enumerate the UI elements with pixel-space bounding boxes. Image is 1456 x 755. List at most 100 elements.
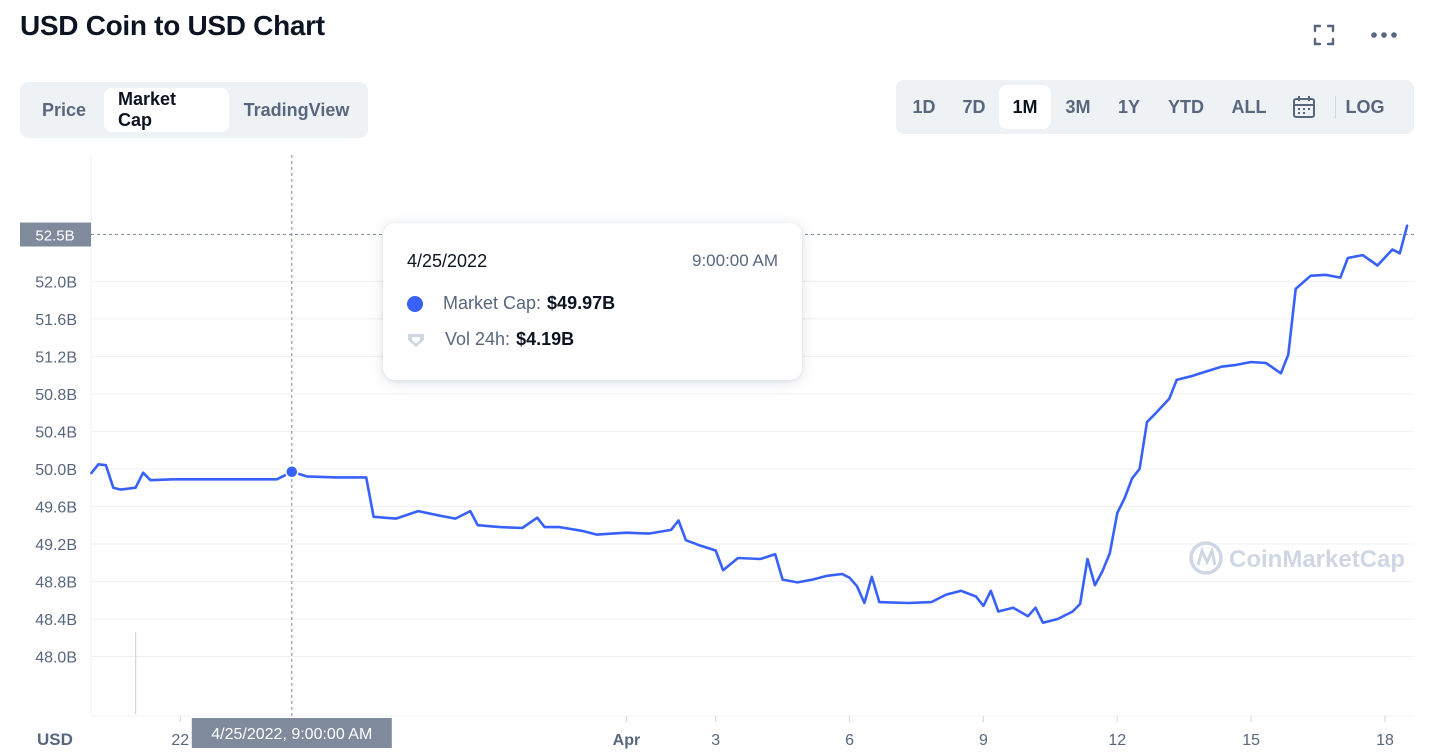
watermark-text: CoinMarketCap: [1229, 546, 1405, 573]
data-point: [476, 524, 479, 527]
x-tick-label: 9: [979, 732, 988, 749]
current-value-label: 52.5B: [35, 228, 74, 245]
x-tick-label: 6: [845, 732, 854, 749]
data-point: [1138, 468, 1141, 470]
data-point: [908, 602, 910, 604]
market-cap-series-line: [89, 224, 1409, 625]
data-point: [372, 515, 375, 518]
data-point: [97, 463, 100, 466]
data-point: [1042, 621, 1044, 624]
data-point: [848, 576, 851, 579]
data-point: [134, 486, 137, 489]
data-point: [625, 531, 628, 534]
data-point: [1324, 274, 1327, 276]
y-tick-label: 48.4B: [35, 612, 77, 629]
chart-tooltip: 4/25/2022 9:00:00 AM Market Cap: $49.97B…: [383, 223, 802, 380]
data-point: [112, 486, 115, 489]
coinmarketcap-watermark: CoinMarketCap: [1189, 541, 1405, 575]
data-point: [1034, 606, 1037, 609]
log-scale-toggle[interactable]: LOG: [1345, 96, 1385, 117]
data-point: [1235, 364, 1238, 366]
tooltip-volume-label: Vol 24h:: [445, 329, 511, 349]
data-point: [499, 526, 501, 528]
data-point: [1294, 288, 1297, 290]
data-point: [395, 517, 397, 520]
y-tick-label: 48.8B: [35, 574, 77, 591]
data-point: [469, 510, 472, 512]
coinmarketcap-logo-icon: [1189, 541, 1223, 575]
data-point: [714, 549, 717, 552]
data-point: [454, 517, 457, 520]
page-title: USD Coin to USD Chart: [20, 10, 325, 41]
y-tick-label: 51.6B: [35, 312, 77, 329]
data-point: [201, 478, 204, 481]
tooltip-market-cap-value: $49.97B: [547, 293, 616, 313]
data-point: [960, 590, 962, 592]
data-point: [1265, 362, 1267, 364]
data-point: [1123, 497, 1126, 499]
data-point: [1101, 570, 1104, 572]
data-point: [826, 575, 829, 577]
y-tick-label: 51.2B: [35, 349, 77, 366]
tab-market-cap[interactable]: Market Cap: [104, 88, 229, 132]
x-tick-label: 18: [1376, 732, 1394, 749]
data-point: [1094, 584, 1096, 587]
more-horizontal-icon[interactable]: [1369, 20, 1399, 50]
data-point: [774, 553, 776, 556]
range-1d[interactable]: 1D: [912, 96, 936, 117]
data-point: [647, 532, 650, 535]
data-point: [1153, 413, 1156, 416]
data-point: [1287, 353, 1290, 356]
data-point: [1220, 365, 1223, 368]
data-point: [558, 526, 561, 528]
data-point: [276, 478, 278, 481]
volume-shield-icon: [408, 333, 424, 347]
data-point: [1250, 361, 1252, 363]
data-point: [521, 527, 524, 529]
range-3m[interactable]: 3M: [1065, 96, 1091, 117]
y-tick-label: 50.8B: [35, 387, 77, 404]
data-point: [685, 539, 687, 542]
data-point: [1146, 421, 1148, 423]
data-point: [1361, 254, 1364, 256]
data-point: [536, 516, 538, 519]
tooltip-volume-value: $4.19B: [516, 329, 575, 349]
data-point: [1071, 610, 1074, 613]
range-1m[interactable]: 1M: [999, 85, 1051, 129]
data-point: [1027, 615, 1029, 617]
data-point: [1116, 512, 1119, 514]
data-point: [238, 478, 241, 481]
range-ytd[interactable]: YTD: [1168, 96, 1204, 117]
crosshair-date-label: 4/25/2022, 9:00:00 AM: [211, 726, 372, 743]
calendar-icon[interactable]: [1279, 85, 1329, 129]
expand-icon[interactable]: [1309, 20, 1339, 50]
data-point: [878, 601, 881, 603]
data-point: [1406, 224, 1409, 226]
data-point: [1175, 379, 1178, 381]
y-tick-label: 52.0B: [35, 274, 77, 291]
data-point: [1205, 370, 1208, 373]
data-point: [1109, 552, 1111, 555]
data-point: [1376, 264, 1379, 267]
data-point: [1190, 375, 1193, 377]
current-value-badge: [20, 222, 91, 247]
y-tick-label: 50.0B: [35, 462, 77, 479]
data-point: [700, 545, 702, 547]
tab-price[interactable]: Price: [41, 99, 87, 120]
range-1y[interactable]: 1Y: [1117, 96, 1141, 117]
range-7d[interactable]: 7D: [962, 96, 986, 117]
data-point: [997, 610, 1000, 613]
data-point: [1346, 257, 1349, 259]
y-tick-label: 50.4B: [35, 424, 77, 441]
data-point: [1339, 276, 1342, 279]
data-point: [1056, 618, 1059, 620]
data-point: [105, 464, 107, 466]
tab-tradingview[interactable]: TradingView: [243, 99, 350, 120]
data-point: [863, 602, 866, 604]
data-point: [945, 593, 948, 596]
data-point: [172, 478, 174, 481]
range-all[interactable]: ALL: [1231, 96, 1267, 117]
range-tab-group: 1D 7D 1M 3M 1Y YTD ALL LOG: [896, 80, 1414, 134]
data-point: [811, 578, 814, 581]
y-tick-label: 48.0B: [35, 649, 77, 666]
